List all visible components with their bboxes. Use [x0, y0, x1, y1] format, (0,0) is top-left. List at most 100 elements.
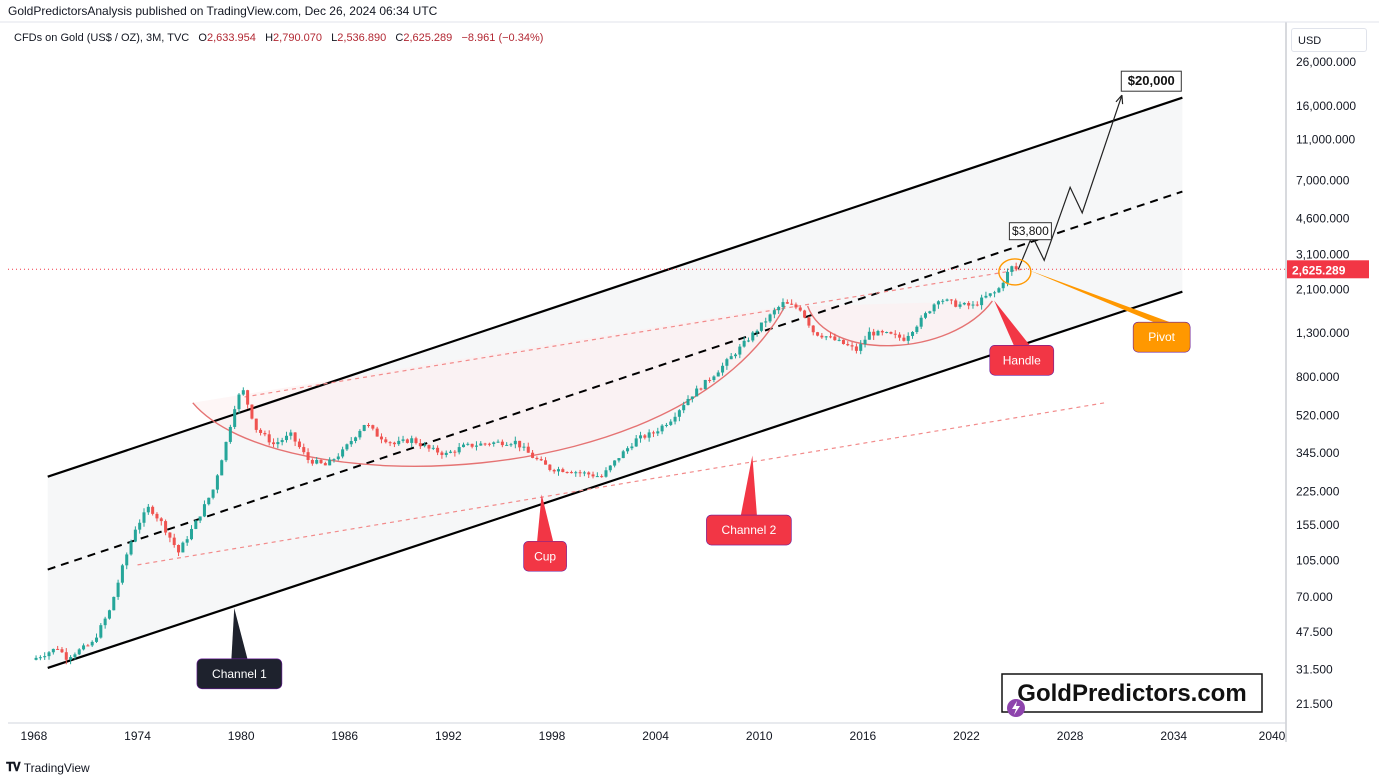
low-label: L — [331, 32, 338, 44]
cup-fill — [192, 305, 786, 467]
y-tick-label: 225.000 — [1296, 485, 1340, 499]
currency-selector[interactable]: USD — [1291, 28, 1367, 52]
candle-body — [820, 335, 824, 338]
candle-body — [630, 446, 634, 449]
candle-body — [99, 625, 103, 638]
y-tick-label: 70.000 — [1296, 590, 1333, 604]
candle-body — [297, 441, 301, 448]
price-target-label: $3,800 — [1012, 224, 1049, 238]
label-text: Cup — [534, 549, 556, 563]
y-tick-label: 7,000.000 — [1296, 174, 1350, 188]
candle-body — [660, 425, 664, 432]
candle-body — [1014, 266, 1018, 270]
y-tick-label: 1,300.000 — [1296, 326, 1350, 340]
handle-arc — [806, 300, 993, 347]
candle-body — [461, 444, 466, 448]
candle-body — [902, 337, 906, 341]
candle-body — [215, 475, 219, 490]
candle-body — [682, 405, 686, 411]
candle-body — [768, 314, 772, 322]
candle-body — [816, 332, 820, 336]
candle-body — [259, 429, 263, 433]
price-target-box — [1008, 222, 1052, 241]
candle-body — [621, 451, 625, 459]
candle-body — [669, 421, 673, 425]
candle-body — [470, 443, 474, 447]
candle-body — [280, 440, 284, 443]
x-tick-label: 2016 — [850, 729, 877, 743]
candle-body — [595, 476, 599, 478]
price-target-label: $20,000 — [1128, 73, 1175, 88]
candle-body — [837, 339, 841, 341]
projection-arrowhead — [1115, 94, 1124, 105]
candle-body — [194, 520, 198, 529]
candle-body — [241, 390, 245, 395]
candle-body — [358, 430, 362, 438]
candle-body — [202, 504, 206, 517]
candle-body — [772, 310, 776, 315]
candle-body — [349, 441, 353, 445]
candle-body — [556, 469, 561, 472]
last-price-tag — [1287, 260, 1369, 279]
x-tick-label: 1998 — [539, 729, 566, 743]
y-tick-label: 31.500 — [1296, 662, 1333, 676]
candle-body — [518, 440, 522, 448]
candle-body — [906, 335, 910, 341]
cup-arc — [192, 305, 786, 467]
chart-background-layer — [47, 97, 1183, 668]
candle-body — [880, 330, 884, 333]
candle-body — [474, 445, 478, 447]
candle-body — [509, 444, 513, 446]
candle-body — [263, 432, 267, 435]
candle-body — [949, 299, 953, 301]
candle-body — [781, 302, 785, 308]
label-text: Pivot — [1148, 330, 1175, 344]
candle-body — [703, 379, 707, 390]
candle-body — [423, 445, 427, 447]
price-target-box — [1120, 70, 1182, 92]
candle-body — [289, 432, 293, 436]
candle-body — [336, 456, 340, 460]
candle-body — [958, 304, 962, 307]
y-tick-label: 16,000.000 — [1296, 99, 1356, 113]
candle-body — [189, 528, 194, 540]
candle-body — [159, 518, 163, 522]
candle-body — [168, 532, 172, 538]
label-box — [523, 540, 567, 572]
candle-body — [928, 311, 932, 314]
y-tick-label: 4,600.000 — [1296, 212, 1350, 226]
candle-body — [505, 444, 509, 446]
candle-body — [764, 321, 768, 323]
candle-body — [807, 317, 811, 326]
candle-body — [341, 449, 345, 457]
candle-body — [56, 648, 60, 650]
label-box — [1132, 321, 1191, 353]
candle-body — [677, 410, 681, 417]
candle-body — [125, 554, 129, 566]
candle-body — [228, 426, 232, 442]
candle-body — [306, 452, 310, 460]
candle-body — [375, 428, 379, 437]
candle-body — [578, 472, 582, 474]
candle-body — [112, 596, 116, 611]
watermark-text: GoldPredictors.com — [1017, 680, 1246, 707]
candle-body — [272, 442, 276, 445]
candle-body — [431, 447, 435, 449]
candle-body — [453, 451, 457, 453]
candle-body — [142, 512, 146, 523]
x-tick-label: 2004 — [642, 729, 669, 743]
candle-body — [405, 439, 409, 443]
candle-body — [729, 356, 733, 360]
candle-body — [850, 345, 854, 347]
candle-body — [841, 339, 845, 345]
y-tick-label: 2,100.000 — [1296, 282, 1350, 296]
candle-body — [608, 465, 612, 471]
candle-body — [561, 469, 565, 473]
close-label: C — [395, 32, 404, 44]
tradingview-footer[interactable]: 𝐓𝐕 TradingView — [6, 760, 90, 775]
candle-body — [496, 441, 500, 443]
annotation-layer: Channel 1 Cup Channel 2 Handle Pivot $3,800 $2… — [196, 70, 1263, 717]
candle-body — [276, 442, 280, 445]
candle-body — [250, 404, 254, 419]
